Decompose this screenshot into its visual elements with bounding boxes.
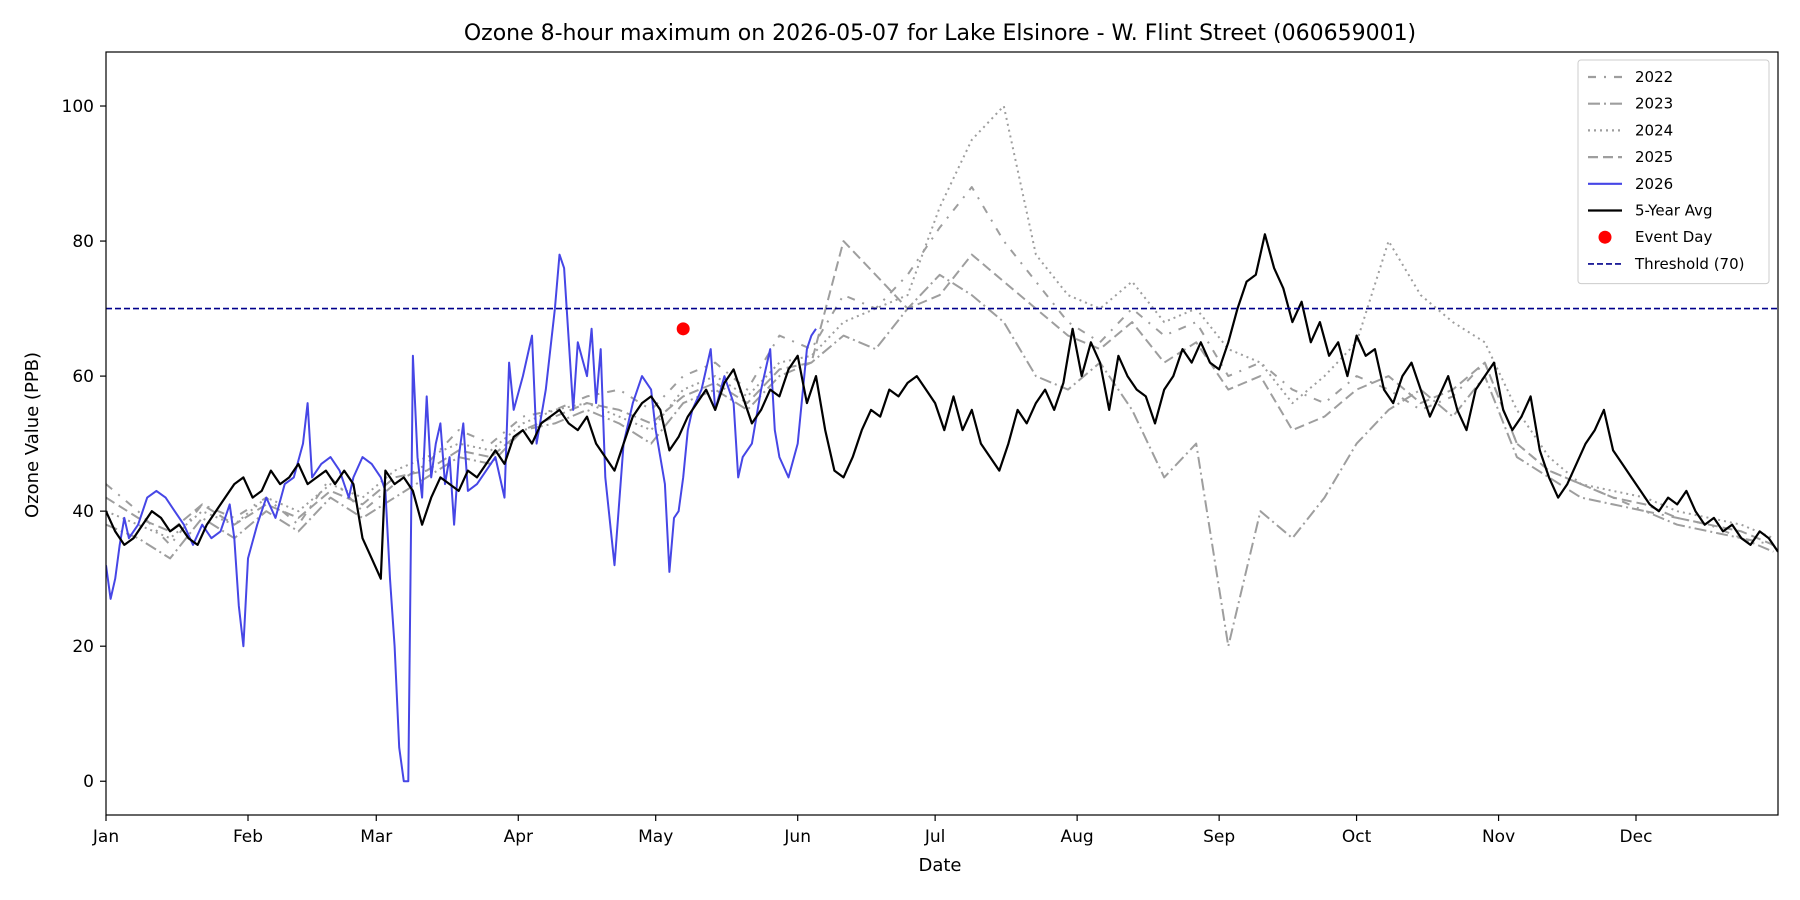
legend-2025-label: 2025 [1635,148,1673,166]
x-tick-label-nov: Nov [1482,827,1515,847]
series-line-2023 [106,273,1774,648]
legend-2024-label: 2024 [1635,121,1673,139]
plot-frame [105,51,1779,816]
y-tick-label-60: 60 [72,367,94,387]
y-axis-title: Ozone Value (PPB) [22,352,43,518]
legend-event-day-swatch [1598,230,1612,244]
x-tick-label-oct: Oct [1342,827,1372,847]
y-tick-label-20: 20 [72,637,94,657]
legend-2026-label: 2026 [1635,175,1673,193]
x-tick-label-aug: Aug [1061,827,1094,847]
legend-2023-label: 2023 [1635,95,1673,113]
x-tick-label-dec: Dec [1620,827,1653,847]
legend-threshold-70-label: Threshold (70) [1634,255,1744,273]
event-day-marker [676,322,690,336]
x-tick-label-sep: Sep [1203,827,1235,847]
series-line-2025 [106,240,1774,546]
x-tick-label-feb: Feb [233,827,263,847]
x-tick-label-jul: Jul [924,827,946,847]
x-axis-title: Date [918,855,961,876]
legend-box [1577,59,1770,285]
x-tick-label-may: May [638,827,673,847]
x-tick-label-mar: Mar [360,827,392,847]
x-tick-label-jan: Jan [92,827,119,847]
legend-2022-label: 2022 [1635,68,1673,86]
plot-area: Jan Feb Mar Apr May Jun Jul Aug Sep Oct Nov Dec 0 20 4… [62,51,1779,847]
x-tick-label-jun: Jun [783,827,811,847]
y-tick-label-0: 0 [83,772,94,792]
legend-event-day-label: Event Day [1635,228,1712,246]
legend: 2022 2023 2024 2025 2026 5-Year Avg Event Day T… [1577,59,1770,285]
y-tick-label-100: 100 [62,97,94,117]
y-tick-label-40: 40 [72,502,94,522]
series-line-5-year-avg [106,233,1778,580]
x-tick-label-apr: Apr [504,827,533,847]
chart-title: Ozone 8-hour maximum on 2026-05-07 for L… [464,21,1416,46]
y-tick-label-80: 80 [72,232,94,252]
legend-5-year-avg-label: 5-Year Avg [1635,202,1712,220]
series-line-2026 [106,253,817,783]
